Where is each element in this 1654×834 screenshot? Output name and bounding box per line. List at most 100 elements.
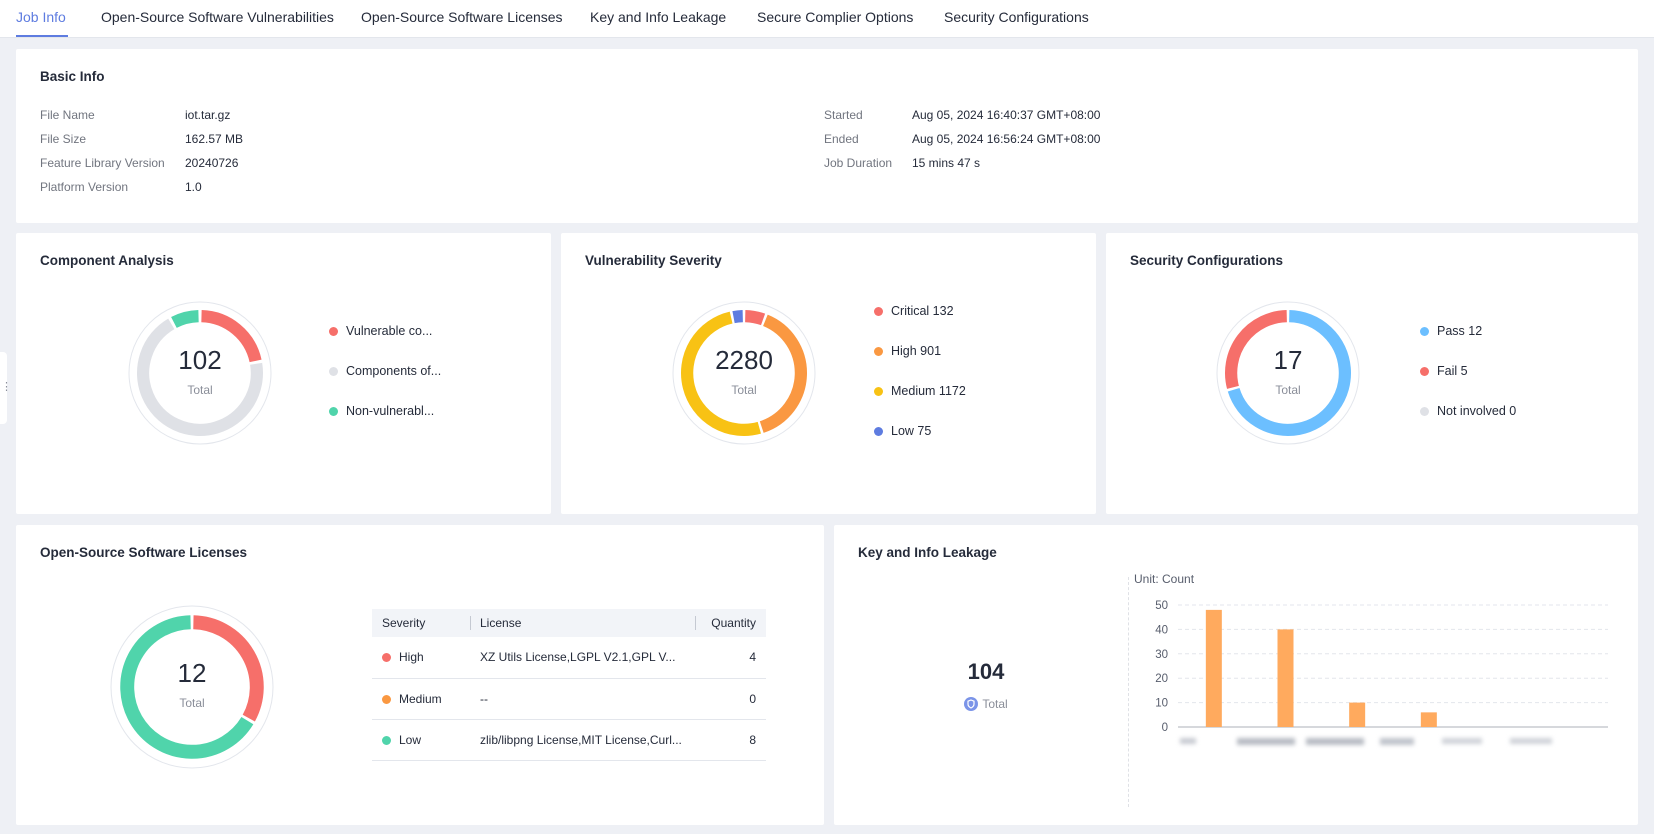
donut-chart	[110, 605, 274, 769]
table-row: Low zlib/libpng License,MIT License,Curl…	[372, 719, 766, 761]
tab-security-configurations[interactable]: Security Configurations	[944, 9, 1089, 25]
basic-info-card: Basic Info File Name iot.tar.gz File Siz…	[16, 49, 1638, 223]
legend-components-of[interactable]: Components of...	[329, 364, 441, 378]
donut-total-label: Total	[1275, 383, 1301, 397]
info-value: 162.57 MB	[185, 132, 244, 146]
donut-segment-1[interactable]	[759, 314, 807, 433]
legend-label: Fail 5	[1437, 364, 1468, 378]
active-tab-indicator	[16, 35, 68, 37]
legend-pass[interactable]: Pass 12	[1420, 324, 1482, 338]
legend-high[interactable]: High 901	[874, 344, 941, 358]
component-analysis-donut[interactable]: 102 Total	[128, 301, 272, 445]
info-value: Aug 05, 2024 16:56:24 GMT+08:00	[912, 132, 1101, 146]
severity-dot	[382, 735, 391, 745]
legend-label: Not involved 0	[1437, 404, 1517, 418]
license-cell: zlib/libpng License,MIT License,Curl...	[470, 719, 695, 761]
column-header-license[interactable]: License	[470, 609, 695, 637]
y-tick-label: 20	[1155, 673, 1168, 685]
tab-key-info-leakage[interactable]: Key and Info Leakage	[590, 9, 727, 25]
bar-0[interactable]	[1205, 609, 1222, 727]
donut-segment-3[interactable]	[732, 310, 744, 324]
info-label: Ended	[824, 132, 859, 146]
donut-segment-1[interactable]	[120, 615, 254, 759]
legend-dot	[874, 347, 883, 356]
donut-total-value: 17	[1273, 345, 1303, 375]
legend-critical[interactable]: Critical 132	[874, 304, 954, 318]
donut-total-value: 12	[177, 658, 207, 688]
leakage-card: Key and Info Leakage 104 Total Unit: Cou…	[834, 525, 1638, 825]
bar-1[interactable]	[1277, 629, 1294, 727]
donut-segment-0[interactable]	[744, 310, 766, 326]
info-label: Job Duration	[824, 156, 893, 170]
legend-label: Components of...	[346, 364, 442, 378]
table-row: Medium -- 0	[372, 678, 766, 720]
chart-unit-label: Unit: Count	[1134, 572, 1195, 586]
donut-total-label: Total	[179, 696, 205, 710]
leakage-bar-chart: Unit: Count 0 10 20 30 40 50	[1134, 572, 1608, 734]
donut-total-label: Total	[187, 383, 213, 397]
tab-secure-compiler-options[interactable]: Secure Complier Options	[757, 9, 914, 25]
licenses-card: Open-Source Software Licenses 12 Total S…	[16, 525, 824, 825]
info-value: Aug 05, 2024 16:40:37 GMT+08:00	[912, 108, 1101, 122]
donut-segment-0[interactable]	[201, 310, 262, 363]
info-value: 1.0	[185, 180, 202, 194]
legend-vulnerable-components[interactable]: Vulnerable co...	[329, 324, 432, 338]
donut-chart	[128, 301, 272, 445]
security-configurations-donut[interactable]: 17 Total	[1216, 301, 1360, 445]
severity-label: Medium	[399, 691, 442, 706]
quantity-cell: 0	[695, 678, 766, 720]
legend-fail[interactable]: Fail 5	[1420, 364, 1468, 378]
tab-job-info[interactable]: Job Info	[16, 9, 66, 25]
info-label: Feature Library Version	[40, 156, 165, 170]
severity-dot	[382, 653, 391, 663]
column-header-severity[interactable]: Severity	[372, 609, 470, 637]
vulnerability-severity-donut[interactable]: 2280 Total	[672, 301, 816, 445]
legend-dot	[874, 307, 883, 316]
donut-outer-ring	[672, 301, 816, 445]
shield-icon	[964, 697, 979, 711]
legend-label: Low 75	[891, 424, 932, 438]
tab-open-source-licenses[interactable]: Open-Source Software Licenses	[361, 9, 563, 25]
legend-not-involved[interactable]: Not involved 0	[1420, 404, 1516, 418]
legend-non-vulnerable[interactable]: Non-vulnerabl...	[329, 404, 434, 418]
info-value: 15 mins 47 s	[912, 156, 981, 170]
donut-segment-2[interactable]	[171, 310, 199, 329]
legend-label: Medium 1172	[891, 384, 966, 398]
info-value: 20240726	[185, 156, 239, 170]
legend-label: Non-vulnerabl...	[346, 404, 435, 418]
donut-total-label: Total	[731, 383, 757, 397]
y-tick-label: 40	[1155, 624, 1168, 636]
quantity-cell: 8	[695, 719, 766, 761]
legend-label: Vulnerable co...	[346, 324, 433, 338]
legend-dot	[329, 327, 338, 336]
legend-medium[interactable]: Medium 1172	[874, 384, 966, 398]
legend-dot	[1420, 407, 1429, 416]
legend-dot	[874, 427, 883, 436]
donut-segment-0[interactable]	[1227, 310, 1351, 436]
donut-segment-1[interactable]	[1225, 310, 1288, 389]
donut-segment-0[interactable]	[193, 615, 264, 722]
donut-segment-2[interactable]	[681, 311, 761, 436]
tab-bar: Job Info Open-Source Software Vulnerabil…	[0, 0, 1654, 38]
tab-open-source-vulnerabilities[interactable]: Open-Source Software Vulnerabilities	[101, 9, 334, 25]
leakage-title: Key and Info Leakage	[858, 545, 997, 560]
bar-2[interactable]	[1349, 702, 1366, 727]
handle-grip-icon: ⋮	[1, 381, 12, 393]
vulnerability-severity-title: Vulnerability Severity	[585, 253, 722, 268]
blurred-category-labels	[1180, 738, 1600, 752]
legend-label: Critical 132	[891, 304, 954, 318]
legend-low[interactable]: Low 75	[874, 424, 931, 438]
donut-segment-1[interactable]	[137, 318, 263, 436]
sidebar-collapse-handle[interactable]: ⋮	[0, 352, 12, 424]
severity-label: Low	[399, 732, 422, 747]
donut-total-value: 2280	[715, 345, 773, 375]
info-label: Platform Version	[40, 180, 129, 194]
basic-info-title: Basic Info	[40, 69, 105, 84]
legend-dot	[1420, 367, 1429, 376]
bar-3[interactable]	[1420, 712, 1437, 727]
legend-dot	[1420, 327, 1429, 336]
severity-cell: High	[372, 637, 470, 679]
info-label: File Size	[40, 132, 87, 146]
column-header-quantity[interactable]: Quantity	[695, 609, 766, 637]
licenses-donut[interactable]: 12 Total	[110, 605, 274, 769]
